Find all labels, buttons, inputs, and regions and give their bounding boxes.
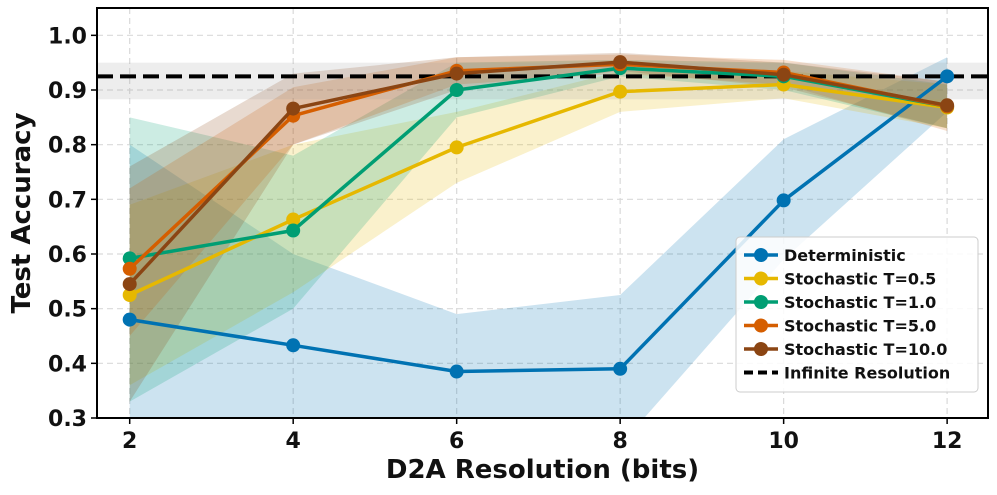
- legend-label: Stochastic T=10.0: [784, 340, 947, 359]
- y-axis-title: Test Accuracy: [7, 112, 37, 313]
- series-lines: [122, 55, 955, 379]
- x-tick-label: 12: [932, 429, 963, 454]
- y-tick-label: 0.9: [48, 79, 87, 104]
- data-point: [613, 84, 628, 99]
- legend-label: Stochastic T=1.0: [784, 293, 936, 312]
- y-tick-label: 0.5: [48, 298, 87, 323]
- data-point: [449, 66, 464, 81]
- data-point: [776, 67, 791, 82]
- confidence-band: [129, 59, 948, 402]
- confidence-band: [129, 70, 948, 386]
- data-point: [940, 98, 955, 113]
- data-point: [449, 140, 464, 155]
- data-point: [286, 101, 301, 116]
- data-point: [613, 361, 628, 376]
- data-point: [286, 338, 301, 353]
- x-tick-label: 6: [449, 429, 464, 454]
- data-point: [286, 223, 301, 238]
- y-tick-label: 0.6: [48, 243, 87, 268]
- data-point: [122, 277, 137, 292]
- data-point: [613, 55, 628, 70]
- x-tick-label: 8: [612, 429, 627, 454]
- legend-label: Deterministic: [784, 246, 906, 265]
- legend-label: Stochastic T=0.5: [784, 270, 936, 289]
- data-point: [122, 251, 137, 266]
- legend-swatch-marker: [754, 248, 768, 262]
- data-point: [122, 312, 137, 327]
- y-tick-label: 0.3: [48, 407, 87, 432]
- legend-label: Infinite Resolution: [784, 364, 950, 383]
- data-point: [449, 83, 464, 97]
- data-point: [940, 69, 955, 84]
- confidence-band: [129, 57, 948, 418]
- legend-swatch-marker: [754, 318, 768, 333]
- data-point: [776, 193, 791, 208]
- axes: 2 4 6 8 10 12 0.3 0.4 0.5 0.6 0.7 0.8 0.9 1.0 D2A Reso…: [7, 7, 989, 485]
- data-point: [449, 364, 464, 379]
- x-axis-title: D2A Resolution (bits): [386, 455, 699, 485]
- series-line: [129, 74, 949, 374]
- legend-swatch-marker: [754, 271, 768, 286]
- y-tick-label: 0.4: [48, 352, 87, 377]
- legend-label: Stochastic T=5.0: [784, 317, 936, 336]
- x-tick-label: 10: [768, 429, 799, 454]
- data-point: [122, 288, 137, 302]
- legend-box: [735, 236, 979, 393]
- data-point: [122, 261, 137, 276]
- y-tick-label: 0.8: [48, 134, 87, 159]
- series-line: [128, 60, 948, 286]
- x-tick-label: 4: [286, 429, 301, 454]
- plot-frame: [96, 7, 989, 419]
- legend: Deterministic Stochastic T=0.5 Stochastic …: [735, 236, 979, 393]
- legend-swatch-marker: [754, 342, 768, 356]
- series-line: [128, 82, 948, 297]
- confidence-band: [129, 54, 948, 336]
- legend-swatch-marker: [754, 295, 768, 309]
- data-point: [286, 212, 301, 227]
- x-tick-label: 2: [122, 429, 137, 454]
- y-tick-label: 0.7: [48, 188, 87, 213]
- y-tick-label: 1.0: [48, 24, 87, 49]
